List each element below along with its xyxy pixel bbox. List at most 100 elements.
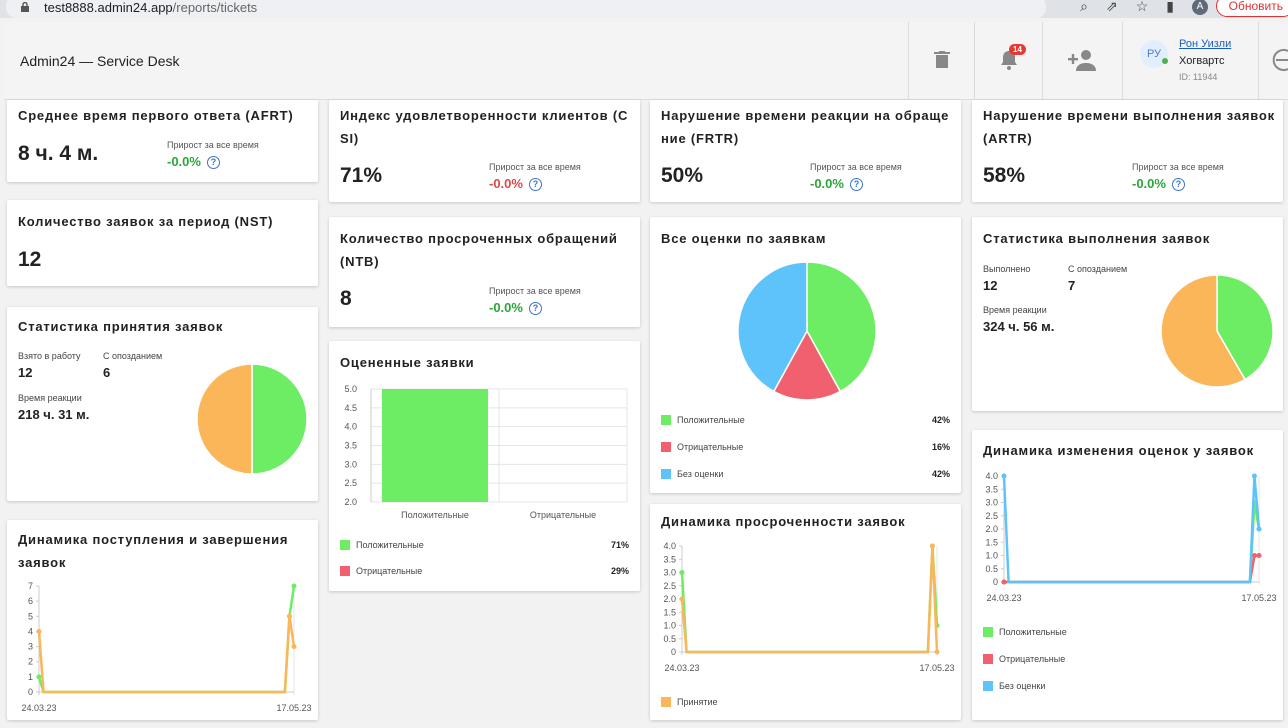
share-icon[interactable]: ⇗ (1105, 0, 1118, 14)
card-title: Среднее время первого ответа (AFRT) (18, 108, 294, 123)
series-line (37, 585, 296, 694)
artr-card: Нарушение времени выполнения заявок (ART… (972, 100, 1283, 202)
help-icon[interactable]: ? (849, 178, 863, 191)
y-tick-label: 5 (28, 611, 33, 621)
late-label: С опозданием (1068, 264, 1128, 274)
y-tick-label: 3.5 (985, 484, 998, 494)
csi-value: 71% (340, 164, 383, 187)
exec-stats-card: Статистика выполнения заявок Выполнено 1… (972, 217, 1283, 411)
data-point (1251, 553, 1257, 558)
data-point (291, 583, 297, 589)
y-tick-label: 1.0 (663, 621, 676, 631)
nst-value: 12 (18, 248, 42, 271)
zoom-icon[interactable]: ⌕ (1080, 0, 1088, 14)
done-value: 12 (983, 278, 998, 293)
url-host: test8888.admin24.app (44, 0, 173, 15)
help-icon[interactable]: ? (528, 178, 542, 191)
done-label: Выполнено (983, 264, 1031, 274)
x-tick-label: 17.05.23 (276, 703, 311, 713)
card-title: Статистика выполнения заявок (983, 231, 1210, 246)
legend-swatch (983, 654, 993, 664)
legend-item: Принятие (661, 695, 950, 709)
y-tick-label: 4.0 (985, 471, 998, 481)
logout-icon[interactable] (1268, 48, 1288, 72)
legend-label: Положительные (999, 627, 1067, 637)
data-point (291, 644, 297, 650)
browser-toolbar: test8888.admin24.app/reports/tickets ⌕ ⇗… (0, 0, 1288, 18)
data-point (1256, 553, 1262, 558)
ratings-dynamics-card: Динамика изменения оценок у заявок 0 0.5 1… (972, 430, 1283, 720)
ntb-growth: -0.0% (489, 300, 523, 315)
avatar[interactable]: РУ (1140, 40, 1168, 68)
data-point (1256, 526, 1262, 532)
refresh-button[interactable]: Обновить (1215, 0, 1288, 17)
y-tick-label: 4 (28, 626, 33, 636)
address-bar[interactable]: test8888.admin24.app/reports/tickets (6, 0, 1046, 18)
pie-slice (737, 261, 808, 393)
pie-slice (1160, 274, 1247, 388)
card-title: Динамика просроченности заявок (661, 514, 906, 529)
trash-icon[interactable] (930, 48, 954, 72)
y-tick-label: 2.0 (663, 594, 676, 604)
y-tick-label: 1.5 (985, 537, 998, 547)
series-line (680, 545, 939, 654)
growth-label: Прирост за все время (1132, 162, 1224, 172)
legend-label: Положительные (677, 415, 745, 425)
pie-slice (251, 363, 308, 475)
frtr-card: Нарушение времени реакции на обращение (… (650, 100, 961, 202)
legend-label: Без оценки (677, 469, 724, 479)
flow-card: Динамика поступления и завершения заявок… (7, 520, 318, 720)
divider (1042, 22, 1043, 100)
legend-item: Положительные 71% (340, 538, 629, 552)
help-icon[interactable]: ? (206, 156, 220, 169)
legend-label: Отрицательные (999, 654, 1066, 664)
user-name-link[interactable]: Рон Уизли (1179, 38, 1232, 50)
y-tick-label: 2.5 (985, 511, 998, 521)
divider (1122, 22, 1123, 100)
sidebar-icon[interactable]: ▮ (1166, 0, 1174, 14)
y-tick-label: 0 (28, 687, 33, 697)
overdue-card: Динамика просроченности заявок 0 0.5 1.0 1.… (650, 504, 961, 720)
data-point (286, 613, 292, 619)
star-icon[interactable]: ☆ (1135, 0, 1149, 14)
y-tick-label: 2.0 (985, 524, 998, 534)
online-status-dot (1162, 58, 1168, 64)
legend-item: Положительные 42% (661, 413, 950, 427)
artr-value: 58% (983, 164, 1026, 187)
pie-slice (806, 261, 877, 393)
ntb-value: 8 (340, 287, 352, 310)
legend-label: Положительные (356, 540, 424, 550)
reaction-value: 324 ч. 56 м. (983, 319, 1055, 334)
profile-avatar[interactable]: A (1192, 0, 1208, 15)
bell-icon[interactable]: 14 (997, 44, 1026, 72)
data-point (36, 628, 42, 634)
y-tick-label: 2.5 (663, 581, 676, 591)
growth-label: Прирост за все время (489, 162, 581, 172)
legend-item: Без оценки 42% (661, 467, 950, 481)
data-point (934, 649, 940, 655)
taken-value: 12 (18, 365, 33, 380)
legend-swatch (983, 681, 993, 691)
series-line (37, 616, 296, 694)
bar (382, 389, 488, 502)
legend-percent: 71% (610, 540, 629, 550)
growth-label: Прирост за все время (810, 162, 902, 172)
card-title: Оцененные заявки (340, 355, 475, 370)
late-label: С опозданием (103, 351, 163, 361)
add-user-icon[interactable] (1066, 48, 1100, 72)
x-tick-label: Отрицательные (530, 510, 596, 520)
help-icon[interactable]: ? (1171, 178, 1185, 191)
divider (1258, 22, 1259, 100)
y-tick-label: 1.0 (985, 551, 998, 561)
y-tick-label: 3 (28, 642, 33, 652)
x-tick-label: 24.03.23 (986, 593, 1021, 603)
help-icon[interactable]: ? (528, 302, 542, 315)
y-tick-label: 7 (28, 581, 33, 591)
afrt-growth: -0.0% (167, 154, 201, 169)
nst-card: Количество заявок за период (NST) 12 (7, 200, 318, 286)
data-point (36, 674, 42, 680)
data-point (679, 596, 685, 602)
legend-item: Положительные (983, 625, 1272, 639)
taken-label: Взято в работу (18, 351, 81, 361)
y-tick-label: 2 (28, 657, 33, 667)
